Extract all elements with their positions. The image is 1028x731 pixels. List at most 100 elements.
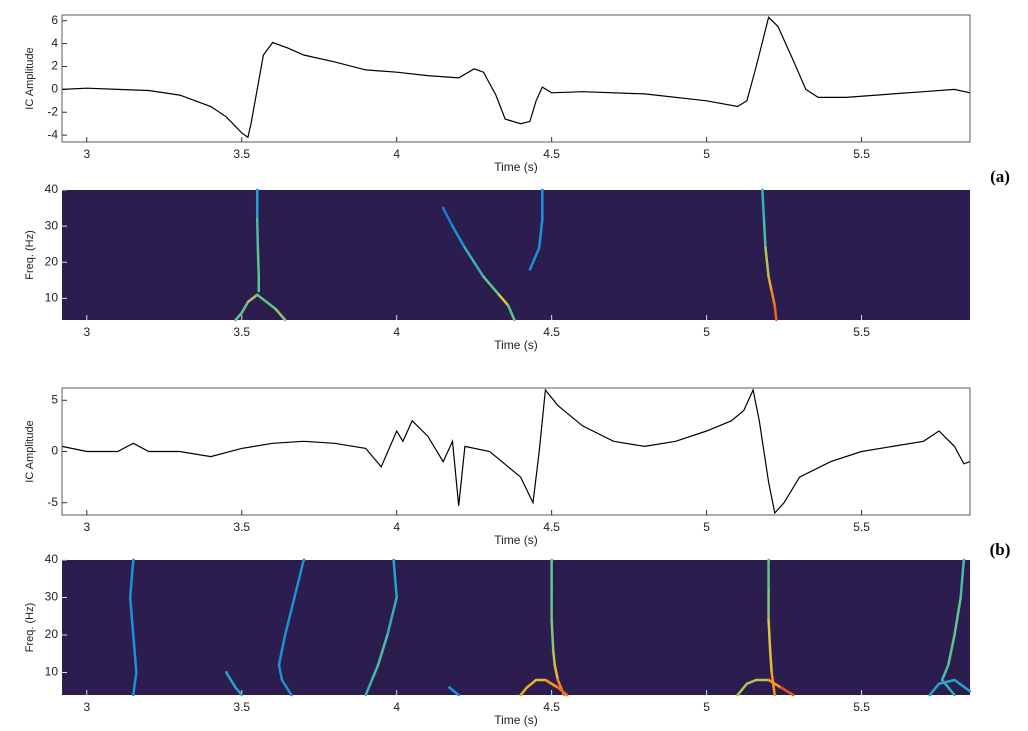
y-tick-label: -4 [47, 127, 58, 141]
ridge-segment [507, 304, 516, 322]
ridge-segment [528, 246, 541, 271]
ridge-segment [386, 596, 398, 637]
ridge-segment [246, 293, 259, 304]
ridge-segment [928, 682, 941, 697]
y-tick-label: -5 [47, 495, 58, 509]
y-tick-label: 40 [45, 552, 59, 566]
ridge-segment [551, 648, 556, 667]
x-tick-label: 3 [83, 520, 90, 534]
ridge-segment [482, 275, 501, 296]
ridge-segment [376, 633, 389, 667]
ridge-segment [463, 246, 485, 278]
ridge-segment [544, 678, 560, 689]
y-tick-label: -2 [47, 104, 58, 118]
x-tick-label: 5 [703, 147, 710, 161]
x-tick-label: 4.5 [543, 147, 560, 161]
x-tick-label: 3.5 [233, 325, 250, 339]
ridge-segment [745, 678, 758, 685]
ridge-segment [767, 678, 783, 689]
y-tick-label: 2 [51, 59, 58, 73]
plot-background [62, 190, 970, 320]
x-axis-label: Time (s) [494, 338, 538, 352]
ridge-segment [224, 671, 237, 689]
ridge-segment [953, 678, 972, 693]
ridge-segment [779, 686, 795, 697]
y-tick-label: 20 [45, 627, 59, 641]
x-tick-label: 3 [83, 325, 90, 339]
ridge-segment [128, 596, 135, 637]
y-axis-label: Freq. (Hz) [24, 603, 36, 653]
x-tick-label: 4 [393, 147, 400, 161]
x-tick-label: 3.5 [233, 520, 250, 534]
y-tick-label: 4 [51, 36, 58, 50]
axes-box [61, 14, 971, 143]
x-tick-label: 5 [703, 700, 710, 714]
x-tick-label: 5.5 [853, 700, 870, 714]
x-tick-label: 3 [83, 700, 90, 714]
x-axis-label: Time (s) [494, 533, 538, 547]
x-tick-label: 3.5 [233, 147, 250, 161]
ridge-segment [761, 188, 766, 221]
x-axis-label: Time (s) [494, 160, 538, 174]
ridge-segment [497, 293, 510, 307]
ridge-segment [370, 663, 380, 682]
ridge-segment [277, 633, 287, 667]
ridge-segment [448, 686, 460, 697]
ridge-segment [953, 596, 962, 637]
y-tick-label: 10 [45, 665, 59, 679]
x-tick-label: 5 [703, 325, 710, 339]
x-tick-label: 5 [703, 520, 710, 534]
ridge-segment [256, 246, 261, 278]
y-tick-label: 5 [51, 392, 58, 406]
y-tick-label: 30 [45, 218, 59, 232]
ridge-segment [283, 596, 296, 637]
x-tick-label: 4.5 [543, 325, 560, 339]
y-tick-label: 40 [45, 182, 59, 196]
y-axis-label: IC Amplitude [24, 420, 36, 482]
ridge-segment [240, 300, 250, 315]
ridge-segment [940, 663, 950, 682]
y-tick-label: 0 [51, 444, 58, 458]
x-tick-label: 3 [83, 147, 90, 161]
ridge-segment [959, 558, 966, 599]
ridge-segment [128, 558, 135, 599]
ridge-segment [234, 686, 243, 697]
ridge-segment [277, 663, 284, 682]
ridge-segment [451, 224, 467, 250]
ridge-segment [767, 618, 772, 652]
x-tick-label: 4 [393, 325, 400, 339]
ridge-segment [441, 206, 454, 228]
y-tick-label: 20 [45, 254, 59, 268]
plot-background [62, 560, 970, 695]
y-tick-label: 0 [51, 82, 58, 96]
ridge-segment [947, 633, 956, 667]
ridge-segment [773, 304, 778, 322]
y-tick-label: 6 [51, 13, 58, 27]
x-axis-label: Time (s) [494, 713, 538, 727]
panel-label: (a) [990, 167, 1010, 186]
ridge-segment [736, 682, 749, 697]
ridge-segment [770, 289, 777, 307]
x-tick-label: 4 [393, 700, 400, 714]
ridge-segment [550, 618, 555, 652]
ridge-segment [364, 678, 374, 697]
x-tick-label: 3.5 [233, 700, 250, 714]
ridge-segment [553, 663, 560, 682]
ridge-segment [280, 678, 293, 697]
ridge-segment [764, 246, 770, 278]
ridge-segment [255, 293, 268, 304]
x-tick-label: 5.5 [853, 520, 870, 534]
ridge-segment [762, 217, 767, 250]
ridge-segment [525, 678, 538, 689]
ridge-segment [132, 633, 138, 674]
ridge-segment [556, 686, 569, 697]
x-tick-label: 4.5 [543, 700, 560, 714]
ridge-segment [234, 311, 243, 322]
ridge-segment [937, 678, 956, 685]
ridge-segment [265, 300, 278, 311]
ridge-segment [293, 558, 305, 599]
ridge-segment [537, 217, 544, 250]
y-tick-label: 10 [45, 291, 59, 305]
ridge-segment [132, 671, 138, 697]
